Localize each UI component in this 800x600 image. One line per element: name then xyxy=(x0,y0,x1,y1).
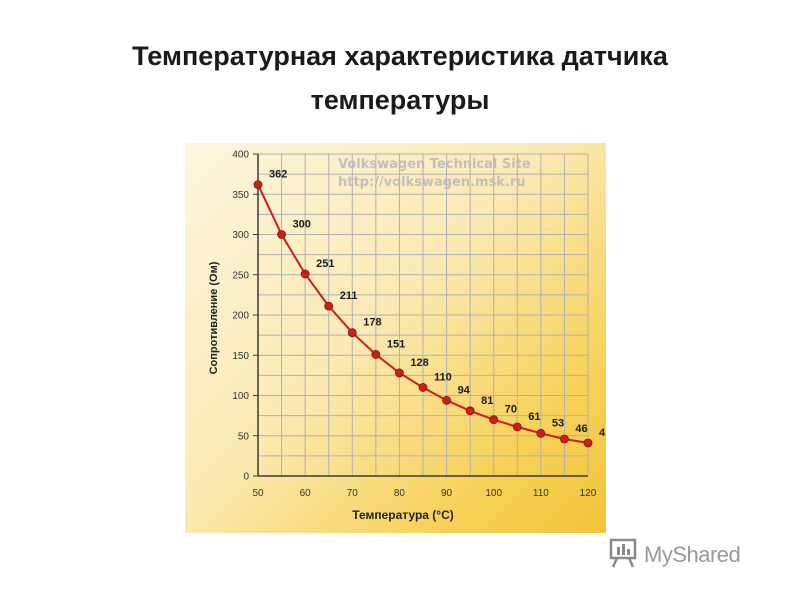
x-tick-label: 80 xyxy=(394,488,406,499)
data-label: 81 xyxy=(481,395,493,407)
data-label: 211 xyxy=(340,290,358,302)
y-tick-label: 250 xyxy=(232,270,249,281)
y-tick-label: 150 xyxy=(232,351,249,362)
data-point xyxy=(489,415,499,425)
data-point xyxy=(371,350,381,359)
y-tick-label: 300 xyxy=(232,230,249,241)
myshared-logo[interactable]: MyShared xyxy=(608,536,768,574)
y-tick-label: 50 xyxy=(238,431,250,442)
watermark: Volkswagen Technical Site http://volkswa… xyxy=(338,156,531,192)
data-label: 61 xyxy=(528,411,540,423)
data-label: 41 xyxy=(599,427,606,439)
x-tick-label: 90 xyxy=(441,488,453,499)
title-line-2: температуры xyxy=(310,85,490,115)
data-label: 70 xyxy=(505,404,517,416)
x-tick-label: 120 xyxy=(580,488,597,499)
page-title: Температурная характеристика датчика тем… xyxy=(40,34,760,122)
watermark-line-2: http://volkswagen.msk.ru xyxy=(338,175,526,190)
data-point xyxy=(418,383,428,392)
data-point xyxy=(277,230,286,239)
x-axis-label: Температура (°С) xyxy=(352,508,454,522)
grid-lines xyxy=(257,153,589,477)
data-point xyxy=(347,328,357,338)
data-point xyxy=(512,422,522,432)
x-tick-label: 100 xyxy=(485,488,502,499)
y-tick-label: 400 xyxy=(232,150,249,161)
chart-panel: 0 50 100 150 200 250 300 350 400 50 60 70 80 90 100 110… xyxy=(185,143,606,533)
y-tick-label: 100 xyxy=(232,391,249,402)
data-label: 300 xyxy=(293,219,311,231)
series-temperature-resistance xyxy=(253,180,593,448)
x-tick-label: 50 xyxy=(252,488,264,499)
x-tick-label: 110 xyxy=(533,488,549,499)
data-point xyxy=(560,434,569,444)
y-tick-label: 0 xyxy=(243,472,249,483)
data-label: 94 xyxy=(458,384,471,396)
data-label: 46 xyxy=(575,423,587,435)
data-label: 178 xyxy=(363,317,381,329)
data-labels: 362 300 251 211 178 151 128 110 94 81 70 61 53 46 41 xyxy=(269,169,606,439)
data-label: 53 xyxy=(552,417,564,429)
data-point xyxy=(536,428,546,438)
x-tick-label: 70 xyxy=(347,488,359,499)
y-axis-label: Сопротивление (Ом) xyxy=(208,261,220,374)
logo-text: MyShared xyxy=(644,542,741,567)
data-point xyxy=(324,301,334,311)
data-label: 110 xyxy=(434,371,452,383)
data-point xyxy=(442,395,451,405)
data-label: 251 xyxy=(316,258,334,270)
data-point xyxy=(300,269,310,279)
data-point xyxy=(465,406,475,416)
x-tick-label: 60 xyxy=(300,488,312,499)
y-tick-label: 200 xyxy=(232,311,249,322)
data-point xyxy=(253,180,263,189)
data-label: 362 xyxy=(269,169,287,181)
presentation-board-icon xyxy=(608,537,638,574)
data-label: 128 xyxy=(410,357,428,369)
title-line-1: Температурная характеристика датчика xyxy=(132,41,668,71)
data-point xyxy=(583,438,593,448)
watermark-line-1: Volkswagen Technical Site xyxy=(338,157,531,172)
y-tick-label: 350 xyxy=(232,190,249,201)
data-label: 151 xyxy=(387,338,405,350)
data-point xyxy=(395,368,404,378)
